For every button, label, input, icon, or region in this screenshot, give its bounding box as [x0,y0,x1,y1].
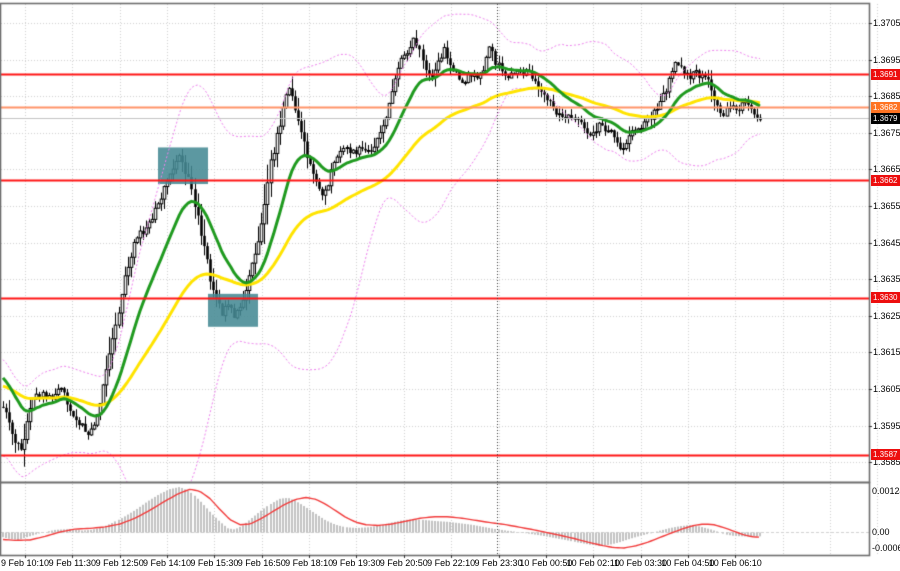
time-axis-label: 9 Feb 20:50 [379,558,428,568]
price-level-tag[interactable]: 1.3691 [871,68,900,80]
price-level-tag[interactable]: 1.3662 [871,174,900,186]
price-tick-label: 1.3605 [873,384,900,394]
time-axis-label: 9 Feb 22:10 [427,558,476,568]
time-axis-label: 9 Feb 10:10 [0,558,50,568]
time-axis-label: 9 Feb 18:10 [285,558,334,568]
price-tick-label: 1.3595 [873,420,900,431]
time-axis-label: 9 Feb 15:30 [190,558,239,568]
time-axis-label: 10 Feb 04:50 [661,558,715,568]
price-tick-label: 1.3675 [873,127,900,138]
time-axis-label: 10 Feb 06:10 [708,558,762,568]
current-price-tag: 1.3679 [871,112,900,124]
price-tick-label: 1.3665 [873,164,900,175]
price-tick-label: 1.3625 [873,310,900,321]
price-tick-label: 1.3585 [873,457,900,468]
time-axis-label: 9 Feb 12:50 [95,558,144,568]
price-level-tag[interactable]: 1.3682 [871,101,900,113]
time-axis-label: 9 Feb 19:30 [332,558,381,568]
price-tick-label: 1.3685 [873,91,900,102]
time-axis-label: 9 Feb 11:30 [48,558,97,568]
price-tick-label: 1.3635 [873,274,900,285]
price-tick-label: 1.3705 [873,18,900,28]
indicator-scale-label: -0.0006 [872,543,900,553]
time-axis-label: 10 Feb 00:50 [519,558,573,568]
time-axis-label: 9 Feb 14:10 [143,558,192,568]
price-tick-label: 1.3645 [873,237,900,248]
price-tick-label: 1.3655 [873,201,900,211]
time-axis-label: 10 Feb 03:30 [614,558,668,568]
price-level-tag[interactable]: 1.3630 [871,292,900,303]
price-tick-label: 1.3695 [873,54,900,65]
price-level-tag[interactable]: 1.3587 [871,449,900,461]
time-axis-label: 10 Feb 02:10 [566,558,620,568]
indicator-scale-label: 0.00124 [872,486,900,496]
time-axis-label: 9 Feb 23:30 [474,558,523,568]
indicator-scale-label: 0.00 [872,527,890,537]
price-tick-label: 1.3615 [873,347,900,358]
time-axis-label: 9 Feb 16:50 [237,558,286,568]
